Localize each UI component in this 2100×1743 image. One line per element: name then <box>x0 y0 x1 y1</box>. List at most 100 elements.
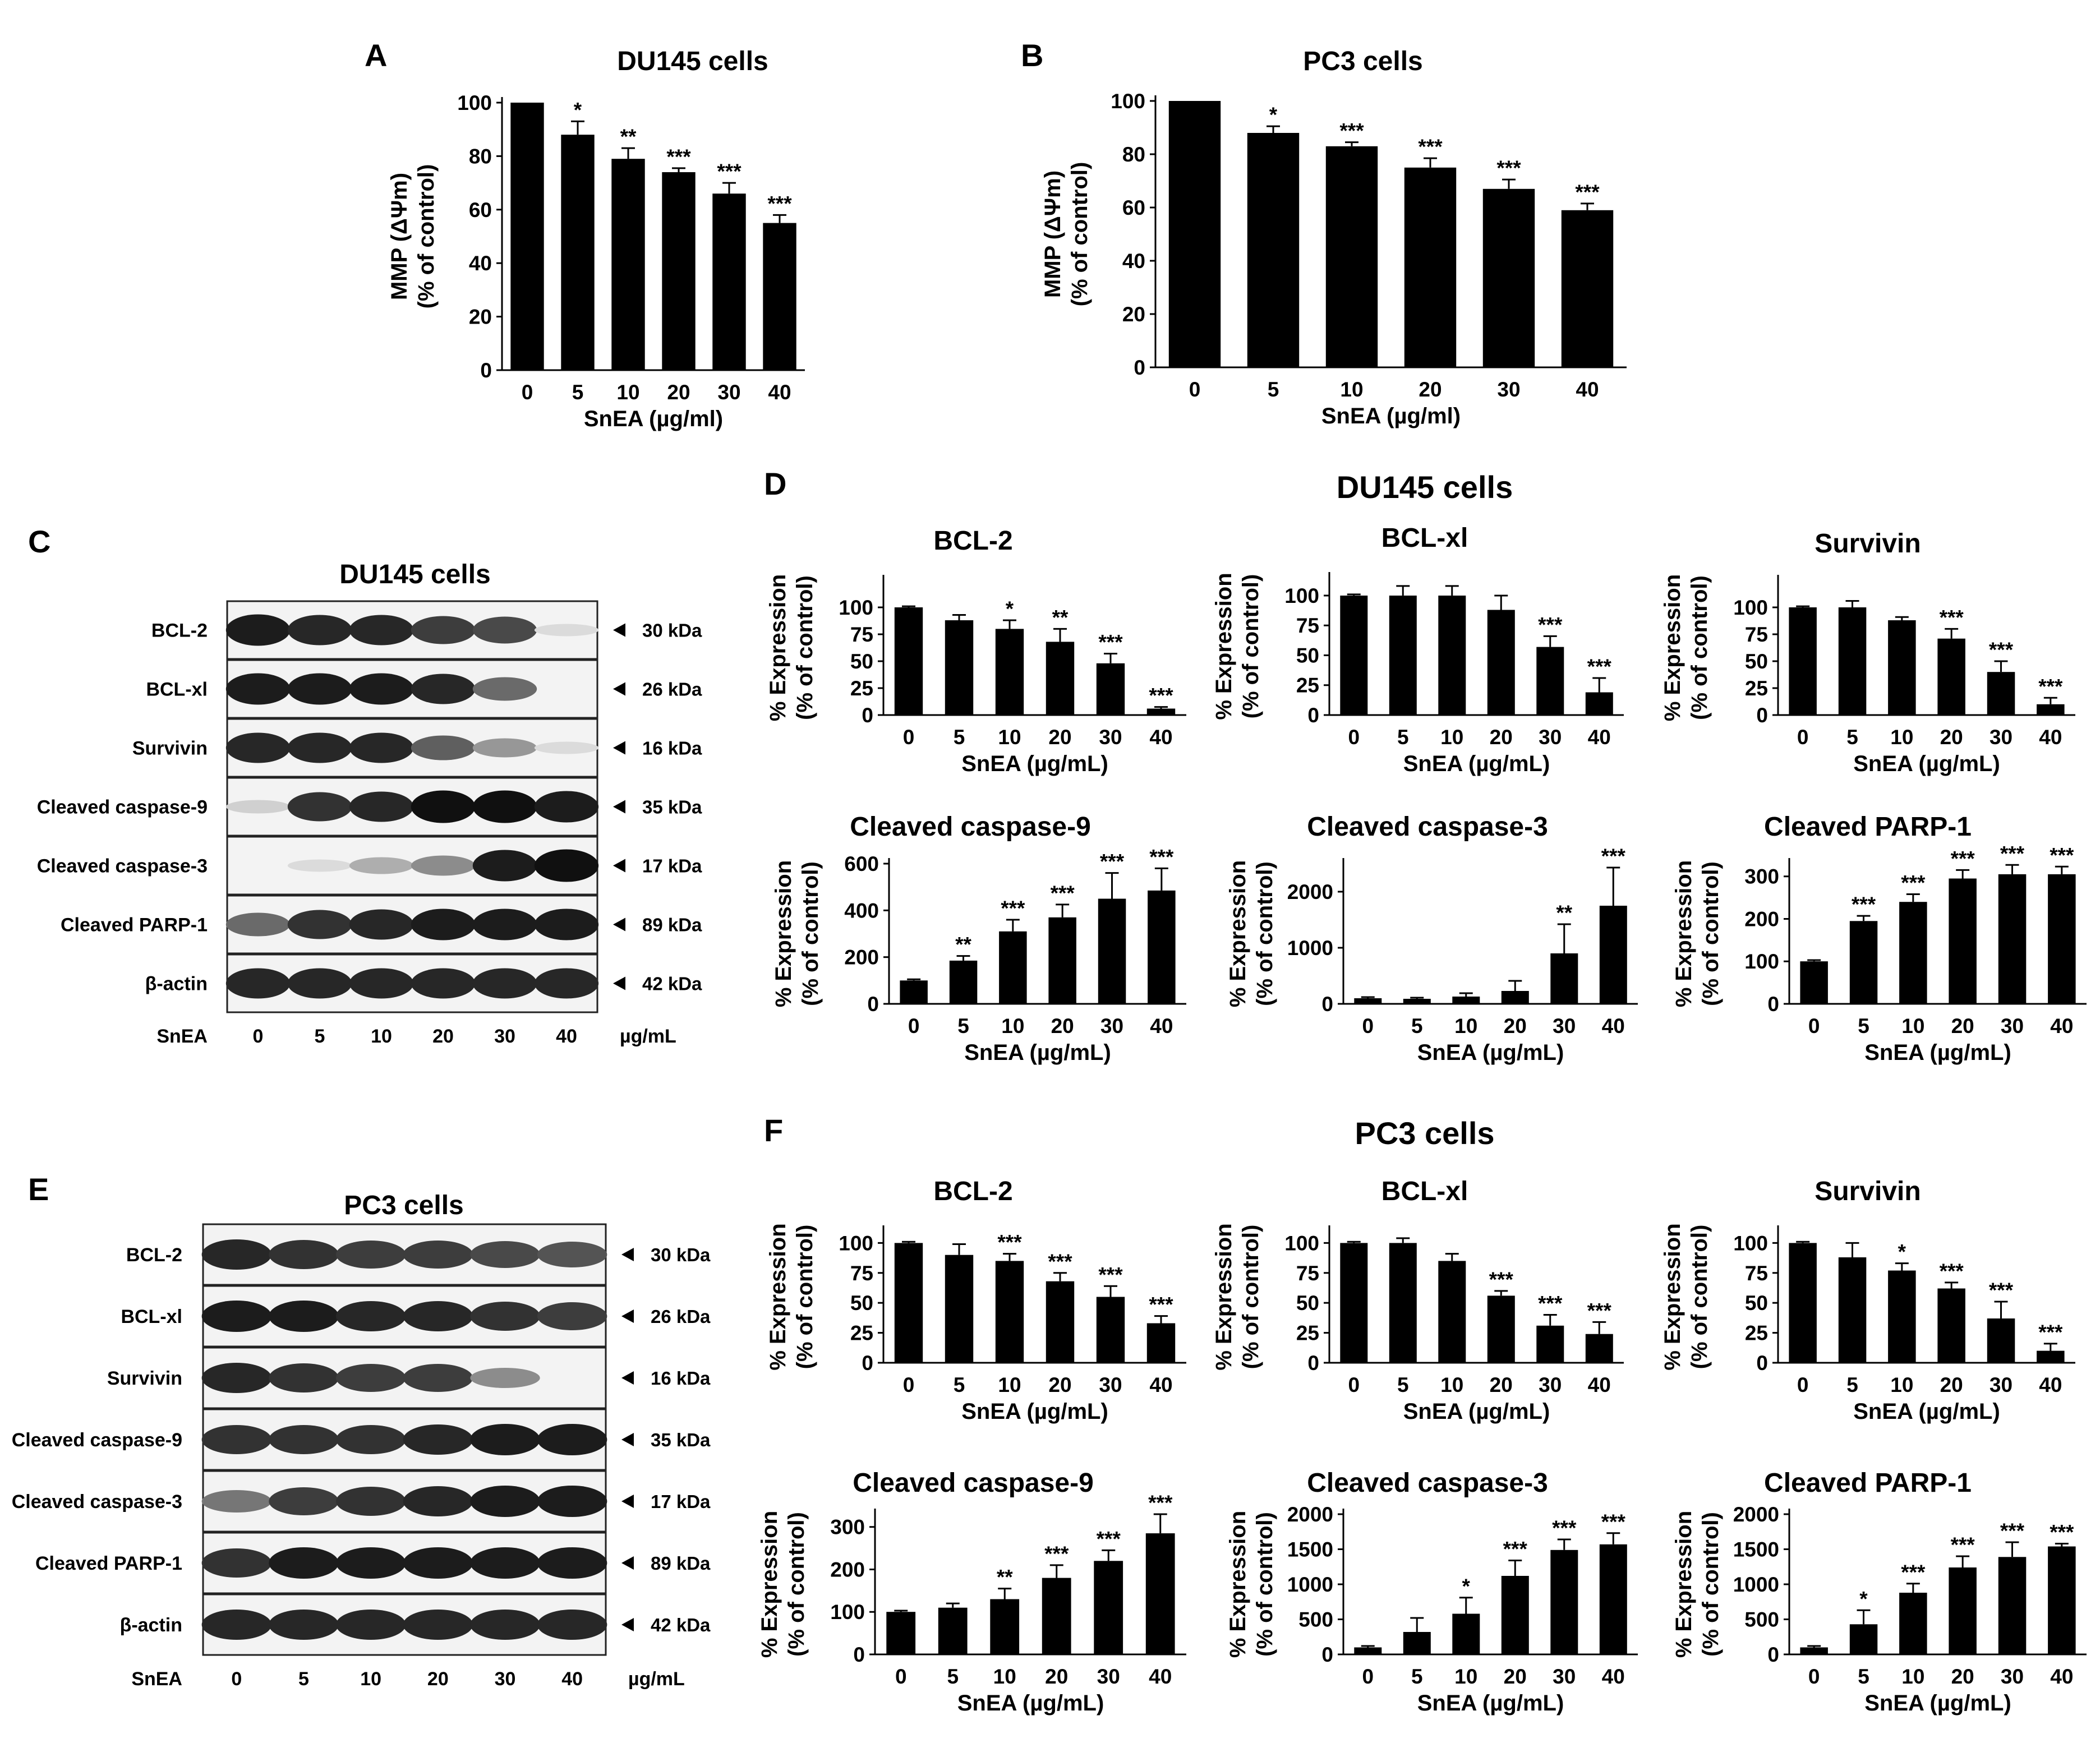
bar <box>1599 906 1627 1004</box>
error-bar <box>1543 1314 1557 1326</box>
error-bar <box>2043 1343 2057 1351</box>
significance-label: *** <box>717 160 742 183</box>
y-axis-label: % Expression <box>766 574 790 721</box>
x-tick-label: 30 <box>1099 1373 1122 1396</box>
y-axis-label: MMP (ΔΨm) <box>1040 170 1065 298</box>
y-tick-label: 100 <box>830 1601 865 1624</box>
y-tick-label: 50 <box>850 1292 873 1315</box>
y-tick-label: 80 <box>1122 143 1145 166</box>
y-axis-label: % Expression <box>1671 1511 1696 1658</box>
chart-b: PC3 cells 0 * 5 *** 10 *** 20 *** 30 *** 40 0 20 40 60 8… <box>1040 47 1627 428</box>
protein-band <box>287 673 352 705</box>
error-bar <box>1445 1253 1459 1261</box>
y-axis-label: (% of control) <box>1238 574 1263 719</box>
error-bar <box>1508 1560 1522 1576</box>
protein-band <box>411 616 476 644</box>
protein-label: Cleaved caspase-9 <box>12 1430 182 1451</box>
panel-label-d: D <box>764 466 786 501</box>
bar <box>1585 692 1613 715</box>
x-tick-label: 10 <box>1454 1665 1477 1688</box>
x-tick-label: 0 <box>1797 726 1809 749</box>
chart-title: Cleaved caspase-3 <box>1307 1468 1548 1498</box>
protein-label: Survivin <box>132 738 208 759</box>
arrow-left-icon <box>621 1371 634 1385</box>
section-title-d: DU145 cells <box>1337 469 1513 505</box>
x-axis-label: SnEA (µg/mL) <box>1417 1040 1564 1065</box>
bar <box>1403 1632 1431 1654</box>
kda-label: 42 kDa <box>642 974 702 994</box>
arrow-left-icon <box>621 1433 634 1446</box>
error-bar <box>1845 1242 1859 1257</box>
bar <box>662 172 696 370</box>
error-bar <box>773 214 786 223</box>
bar <box>894 607 923 715</box>
x-tick-label: 40 <box>1149 726 1172 749</box>
protein-band <box>537 1610 607 1640</box>
x-axis-label: SnEA (µg/mL) <box>961 1399 1108 1424</box>
error-bar <box>1347 1241 1361 1243</box>
x-axis-label: SnEA (µg/mL) <box>1864 1691 2011 1716</box>
x-tick-label: 10 <box>1340 378 1363 401</box>
protein-band <box>201 1610 272 1640</box>
error-bar <box>1347 593 1361 596</box>
y-tick-label: 100 <box>839 596 873 619</box>
x-tick-label: 40 <box>1150 1015 1173 1038</box>
y-tick-label: 20 <box>1122 303 1145 326</box>
protein-band <box>472 738 537 758</box>
x-tick-label: 0 <box>1348 1373 1360 1396</box>
y-tick-label: 0 <box>480 359 492 382</box>
protein-band <box>411 735 476 760</box>
x-tick-label: 0 <box>908 1015 920 1038</box>
x-tick-label: 40 <box>1602 1665 1625 1688</box>
protein-band <box>403 1610 473 1640</box>
blot-row: BCL-2 30 kDa <box>151 600 702 660</box>
significance-label: * <box>574 98 582 121</box>
x-tick-label: 10 <box>1454 1015 1477 1038</box>
protein-band <box>537 1302 607 1330</box>
protein-band <box>403 1364 473 1392</box>
x-tick-label: 40 <box>1149 1665 1172 1688</box>
x-tick-label: 10 <box>998 726 1021 749</box>
error-bar <box>1154 706 1168 709</box>
bar <box>1096 663 1125 715</box>
y-tick-label: 100 <box>1284 1232 1319 1255</box>
x-axis-label: SnEA (µg/mL) <box>964 1040 1111 1065</box>
x-tick-label: 20 <box>1940 726 1963 749</box>
error-bar <box>1945 1281 1959 1289</box>
bar <box>1789 1243 1817 1363</box>
protein-band <box>411 674 476 704</box>
bar <box>1838 607 1867 715</box>
x-tick-label: 20 <box>1045 1665 1068 1688</box>
y-tick-label: 40 <box>469 252 492 275</box>
chart-f3: Survivin 0 5 * 10 *** 20 *** 30 *** 40 0 25 50 75 100 Sn… <box>1660 1177 2075 1424</box>
kda-label: 17 kDa <box>651 1491 711 1512</box>
chart-title: BCL-xl <box>1381 1177 1468 1206</box>
x-tick-label: 0 <box>1362 1665 1374 1688</box>
chart-f4: Cleaved caspase-9 0 5 ** 10 *** 20 *** 30 *** 40 0 1… <box>757 1468 1186 1716</box>
y-tick-label: 1500 <box>1733 1538 1779 1561</box>
y-tick-label: 80 <box>469 145 492 168</box>
protein-band <box>403 1486 473 1516</box>
x-tick-label: 5 <box>947 1665 959 1688</box>
kda-label: 17 kDa <box>642 856 702 877</box>
error-bar <box>1508 980 1522 991</box>
x-tick-label: 5 <box>1846 1373 1858 1396</box>
protein-band <box>201 1239 272 1270</box>
protein-band <box>349 791 414 822</box>
error-bar <box>1857 915 1871 921</box>
y-axis-label: % Expression <box>757 1511 782 1658</box>
y-tick-label: 100 <box>1284 584 1319 607</box>
significance-label: *** <box>1149 845 1174 868</box>
y-tick-label: 0 <box>862 704 873 727</box>
significance-label: *** <box>666 145 691 168</box>
x-tick-label: 20 <box>1051 1015 1074 1038</box>
bar <box>1899 1593 1927 1654</box>
error-bar <box>1945 628 1959 639</box>
protein-band <box>537 1242 607 1267</box>
bar <box>1849 921 1878 1004</box>
significance-label: *** <box>1575 181 1600 204</box>
bar <box>2037 704 2065 715</box>
x-tick-label: 5 <box>1858 1665 1869 1688</box>
kda-label: 89 kDa <box>642 915 702 935</box>
y-axis-label: (% of control) <box>414 164 439 309</box>
